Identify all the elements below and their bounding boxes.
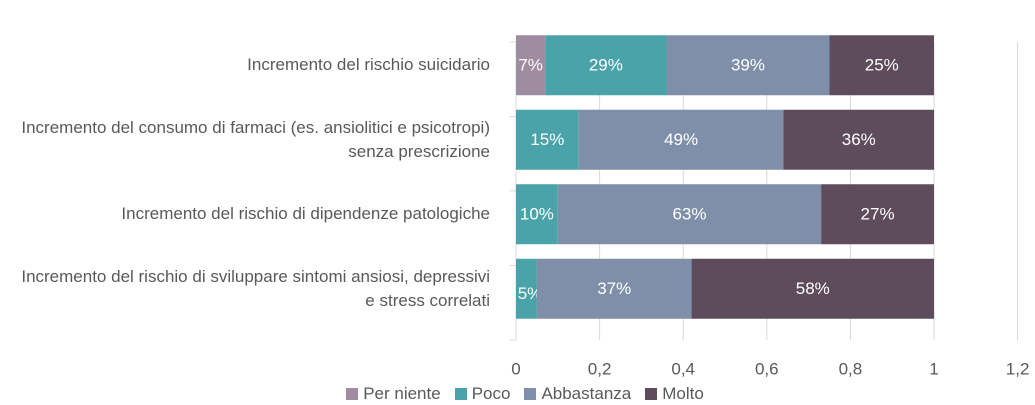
legend-item: Abbastanza xyxy=(524,384,631,404)
data-label: 58% xyxy=(796,279,830,298)
legend-swatch xyxy=(524,388,537,400)
legend-item: Poco xyxy=(454,384,511,404)
bar-segment xyxy=(557,184,822,245)
data-label: 25% xyxy=(865,56,899,75)
category-label: Incremento del rischio di sviluppare sin… xyxy=(21,266,490,310)
bar-segment xyxy=(536,258,692,319)
data-label: 15% xyxy=(530,130,564,149)
legend-label: Per niente xyxy=(363,384,441,403)
x-tick-label: 0,6 xyxy=(755,359,779,378)
data-label: 49% xyxy=(664,130,698,149)
data-label: 27% xyxy=(861,205,895,224)
legend-label: Abbastanza xyxy=(541,384,632,403)
bar-segment xyxy=(691,258,934,319)
legend-swatch xyxy=(454,388,467,400)
bar-segment xyxy=(666,35,830,96)
data-label: 7% xyxy=(518,56,543,75)
legend-item: Molto xyxy=(645,384,704,404)
data-label: 5% xyxy=(518,284,543,303)
bar-segment xyxy=(516,109,579,170)
bar-segment xyxy=(516,258,537,319)
x-tick-label: 0 xyxy=(511,359,520,378)
x-tick-label: 0,8 xyxy=(839,359,863,378)
category-label: Incremento del consumo di farmaci (es. a… xyxy=(21,117,490,161)
data-label: 63% xyxy=(672,205,706,224)
x-tick-label: 1 xyxy=(929,359,938,378)
legend-label: Poco xyxy=(471,384,511,403)
bar-segment xyxy=(783,109,934,170)
bar-segment xyxy=(821,184,934,245)
x-tick-label: 1,2 xyxy=(1006,359,1030,378)
data-label: 37% xyxy=(597,279,631,298)
bar-segment xyxy=(829,35,934,96)
bar-segment xyxy=(545,35,667,96)
legend-swatch xyxy=(346,388,359,400)
legend: Per niente Poco Abbastanza Molto xyxy=(0,384,1035,404)
bar-segment xyxy=(516,184,558,245)
legend-swatch xyxy=(645,388,658,400)
category-label: Incremento del rischio suicidario xyxy=(247,55,490,75)
data-label: 36% xyxy=(842,130,876,149)
category-label: Incremento del rischio di dipendenze pat… xyxy=(121,204,490,224)
legend-item: Per niente xyxy=(346,384,441,404)
data-label: 10% xyxy=(520,205,554,224)
legend-label: Molto xyxy=(662,384,704,403)
bar-segment xyxy=(578,109,784,170)
x-tick-label: 0,2 xyxy=(588,359,612,378)
data-label: 39% xyxy=(731,56,765,75)
data-label: 29% xyxy=(589,56,623,75)
x-tick-label: 0,4 xyxy=(671,359,695,378)
bar-segment xyxy=(516,35,546,96)
